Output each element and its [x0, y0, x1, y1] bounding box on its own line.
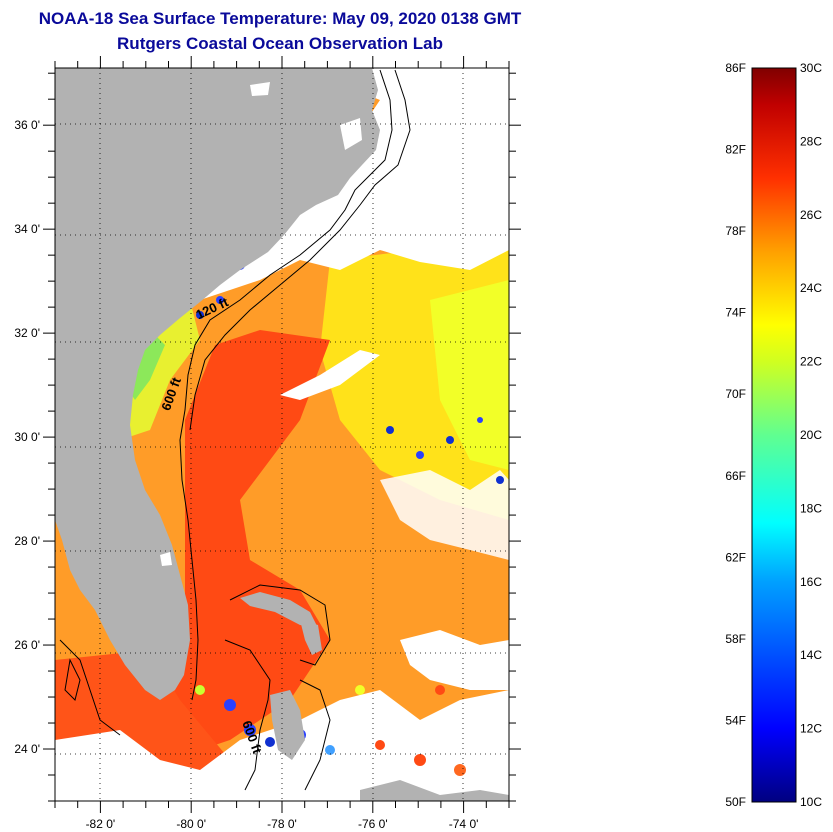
gulf-stream: [160, 330, 330, 760]
cloud-east-speckle: [380, 470, 509, 560]
colorbar: [751, 67, 797, 803]
lat-tick-label: 30 0': [14, 430, 40, 444]
lat-tick-label: 34 0': [14, 222, 40, 236]
colorbar-c-label: 16C: [800, 575, 822, 589]
colorbar-c-label: 22C: [800, 355, 822, 369]
map-image: [55, 68, 509, 801]
colorbar-c-label: 10C: [800, 795, 822, 809]
colorbar-c-label: 24C: [800, 281, 822, 295]
colorbar-f-label: 82F: [725, 143, 746, 157]
colorbar-c-label: 18C: [800, 501, 822, 515]
colorbar-c-label: 26C: [800, 208, 822, 222]
lon-tick-label: -76 0': [358, 817, 388, 831]
graticule: [55, 68, 509, 801]
colorbar-c-label: 14C: [800, 648, 822, 662]
lon-tick-label: -80 0': [176, 817, 206, 831]
lat-tick-label: 36 0': [14, 118, 40, 132]
lon-tick-label: -82 0': [86, 817, 116, 831]
colorbar-f-label: 78F: [725, 224, 746, 238]
colorbar-f-label: 50F: [725, 795, 746, 809]
lat-tick-label: 24 0': [14, 742, 40, 756]
bathymetry-contours: [59, 69, 411, 791]
land-cuba: [360, 780, 509, 801]
colorbar-c-label: 30C: [800, 61, 822, 75]
offshore-yellow-east: [430, 280, 509, 470]
lon-tick-label: -74 0': [449, 817, 479, 831]
land-abaco: [300, 620, 322, 655]
pamlico-sound: [340, 118, 362, 150]
lat-tick-label: 32 0': [14, 326, 40, 340]
map-title: NOAA-18 Sea Surface Temperature: May 09,…: [38, 9, 522, 28]
lon-tick-label: -78 0': [267, 817, 297, 831]
colorbar-f-label: 70F: [725, 387, 746, 401]
cloud-streak-mid: [280, 350, 380, 400]
lake-nc: [250, 82, 270, 96]
colorbar-f-label: 58F: [725, 632, 746, 646]
lat-tick-label: 26 0': [14, 638, 40, 652]
colorbar-f-label: 74F: [725, 306, 746, 320]
axis-labels: 36 0' 34 0' 32 0' 30 0' 28 0' 26 0' 24 0' -82 0…: [14, 118, 478, 831]
map-subtitle: Rutgers Coastal Ocean Observation Lab: [117, 34, 443, 53]
axis-ticks: [43, 56, 521, 813]
land-grand-bahama: [240, 592, 318, 628]
land-us-east-coast: [55, 68, 380, 700]
land-andros: [270, 690, 305, 760]
colorbar-labels: 86F 82F 78F 74F 70F 66F 62F 58F 54F 50F 30C 28C 26C 2…: [725, 61, 822, 809]
colorbar-c-label: 28C: [800, 134, 822, 148]
cloud-southeast: [400, 630, 509, 690]
colorbar-f-label: 86F: [725, 61, 746, 75]
colorbar-f-label: 54F: [725, 713, 746, 727]
colorbar-f-label: 62F: [725, 550, 746, 564]
lake-okeechobee: [160, 552, 172, 566]
colorbar-f-label: 66F: [725, 469, 746, 483]
lat-tick-label: 28 0': [14, 534, 40, 548]
colorbar-c-label: 12C: [800, 722, 822, 736]
colorbar-c-label: 20C: [800, 428, 822, 442]
